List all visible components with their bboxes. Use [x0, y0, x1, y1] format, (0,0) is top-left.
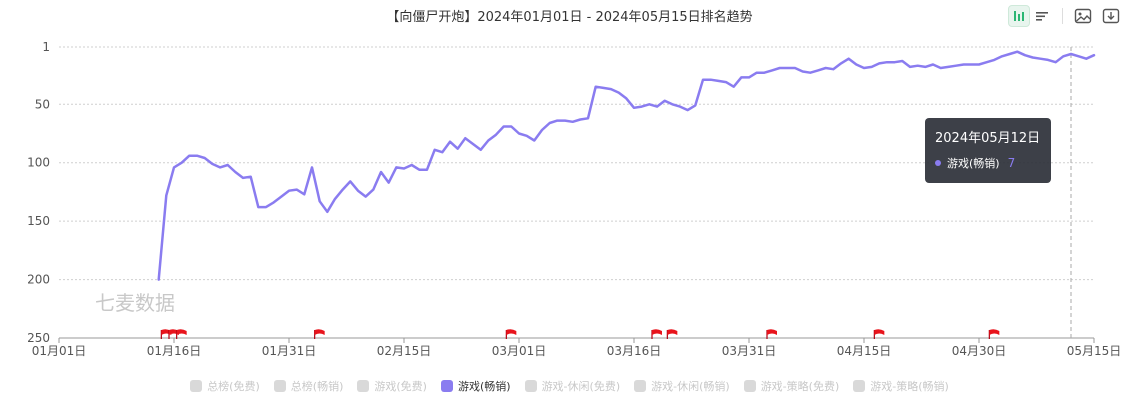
chart-tooltip: 2024年05月12日 游戏(畅销) 7 [925, 118, 1051, 183]
legend-swatch [440, 380, 453, 392]
image-icon[interactable] [1072, 5, 1094, 27]
flag-cloth [652, 329, 662, 335]
y-tick-label: 150 [27, 214, 50, 228]
legend-swatch [357, 380, 370, 392]
toolbar-divider [1062, 8, 1063, 24]
legend-label: 游戏(畅销) [457, 380, 511, 393]
legend-item[interactable]: 游戏(免费) [357, 378, 427, 394]
x-tick-label: 04月15日 [837, 344, 892, 358]
y-tick-label: 100 [27, 156, 50, 170]
legend-item[interactable]: 总榜(免费) [190, 378, 260, 394]
x-tick-label: 02月15日 [377, 344, 432, 358]
flag-marker [651, 329, 662, 339]
legend-swatch [524, 380, 537, 392]
y-tick-label: 200 [27, 273, 50, 287]
legend-item[interactable]: 游戏-策略(畅销) [853, 378, 949, 394]
x-tick-label: 01月16日 [147, 344, 202, 358]
flag-cloth [989, 329, 1000, 335]
flag-cloth [874, 329, 885, 335]
legend-item[interactable]: 游戏-休闲(畅销) [634, 378, 730, 394]
chart-legend: 总榜(免费) 总榜(畅销) 游戏(免费) 游戏(畅销) 游戏-休闲(免费) 游戏… [0, 378, 1139, 394]
legend-label: 游戏-休闲(畅销) [651, 380, 730, 393]
y-tick-label: 50 [35, 97, 50, 111]
legend-swatch [853, 380, 866, 392]
flag-marker [766, 329, 777, 339]
flag-cloth [176, 329, 187, 335]
y-tick-label: 1 [42, 40, 50, 54]
legend-label: 游戏-休闲(免费) [541, 380, 621, 393]
legend-swatch [273, 380, 286, 392]
flag-marker [505, 329, 517, 339]
legend-label: 游戏-策略(畅销) [870, 380, 949, 393]
y-tick-label: 250 [27, 331, 50, 345]
x-tick-label: 03月16日 [607, 344, 662, 358]
tooltip-series-dot [935, 160, 941, 166]
legend-item[interactable]: 游戏(畅销) [440, 378, 511, 394]
list-icon[interactable] [1031, 5, 1053, 27]
x-tick-label: 01月31日 [262, 344, 317, 358]
x-tick-label: 03月01日 [492, 344, 547, 358]
legend-label: 游戏(免费) [374, 380, 427, 393]
x-tick-label: 05月15日 [1067, 344, 1122, 358]
chart-title: 【向僵尸开炮】2024年01月01日 - 2024年05月15日排名趋势 [386, 10, 753, 25]
watermark: 七麦数据 [95, 291, 175, 315]
tooltip-value: 7 [1007, 156, 1016, 170]
legend-item[interactable]: 游戏-策略(免费) [743, 378, 840, 394]
flag-marker [314, 329, 325, 339]
flag-marker [988, 329, 1000, 339]
bar-chart-icon[interactable] [1008, 5, 1030, 27]
legend-label: 总榜(免费) [207, 380, 260, 393]
tooltip-date: 2024年05月12日 [935, 131, 1041, 146]
legend-label: 游戏-策略(免费) [760, 380, 840, 393]
download-icon[interactable] [1100, 5, 1122, 27]
legend-item[interactable]: 游戏-休闲(免费) [524, 378, 621, 394]
x-tick-label: 04月30日 [952, 344, 1007, 358]
x-tick-label: 01月01日 [32, 344, 87, 358]
legend-swatch [743, 380, 756, 392]
flag-cloth [314, 329, 325, 335]
flag-cloth [506, 329, 517, 335]
flag-marker [666, 329, 678, 339]
legend-swatch [634, 380, 647, 392]
flag-marker [873, 329, 885, 339]
x-tick-label: 03月31日 [722, 344, 777, 358]
legend-item[interactable]: 总榜(畅销) [273, 378, 344, 394]
legend-swatch [190, 380, 203, 392]
tooltip-series-name: 游戏(畅销) [947, 157, 1000, 170]
flag-cloth [767, 329, 777, 335]
series-line [157, 50, 1096, 281]
legend-label: 总榜(畅销) [290, 380, 344, 393]
flag-marker [176, 329, 187, 339]
flag-cloth [667, 329, 678, 335]
